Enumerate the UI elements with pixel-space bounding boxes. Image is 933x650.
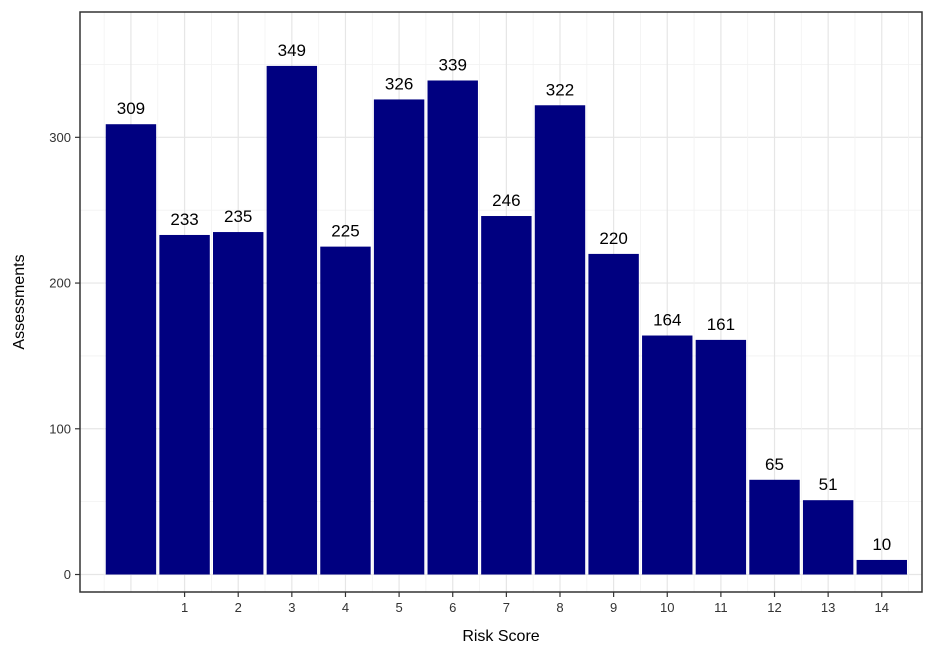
x-tick-label: 9 (610, 600, 617, 615)
data-label-12: 65 (765, 455, 784, 474)
bar-7 (481, 216, 532, 575)
data-label-14: 10 (872, 535, 891, 554)
bar-10 (642, 335, 693, 575)
panel-border (79, 11, 923, 593)
data-label-1: 233 (170, 210, 198, 229)
data-label-4: 225 (331, 222, 359, 241)
data-label-13: 51 (819, 475, 838, 494)
y-tick-label: 200 (49, 276, 71, 291)
y-axis-title: Assessments (11, 254, 28, 349)
data-label-10: 164 (653, 311, 681, 330)
bar-14 (856, 559, 907, 575)
bars (105, 65, 907, 575)
bar-8 (534, 105, 586, 575)
bar-11 (695, 339, 747, 575)
data-label-0: 309 (117, 99, 145, 118)
x-axis-title: Risk Score (462, 628, 539, 645)
bar-12 (749, 479, 800, 575)
x-tick-label: 8 (556, 600, 563, 615)
data-label-11: 161 (707, 315, 735, 334)
y-tick-label: 300 (49, 130, 71, 145)
bar-2 (213, 232, 264, 575)
x-tick-label: 14 (875, 600, 889, 615)
data-label-3: 349 (278, 41, 306, 60)
x-tick-label: 5 (395, 600, 402, 615)
x-tick-label: 7 (503, 600, 510, 615)
x-tick-label: 11 (714, 600, 728, 615)
bar-9 (588, 253, 639, 575)
x-tick-label: 1 (181, 600, 188, 615)
data-label-9: 220 (599, 229, 627, 248)
x-tick-label: 2 (235, 600, 242, 615)
x-tick-label: 4 (342, 600, 349, 615)
bar-6 (427, 80, 478, 575)
bar-13 (802, 500, 854, 575)
x-tick-label: 13 (821, 600, 835, 615)
data-label-7: 246 (492, 191, 520, 210)
data-label-6: 339 (439, 55, 467, 74)
data-label-2: 235 (224, 207, 252, 226)
bar-3 (266, 65, 318, 575)
data-labels: 309 233 235 349 225 326 339 246 322 220 164 161 65 51… (117, 41, 891, 554)
y-tick-label: 0 (64, 567, 71, 582)
bar-5 (373, 99, 425, 575)
y-tick-label: 100 (49, 421, 71, 436)
data-label-8: 322 (546, 80, 574, 99)
x-tick-label: 10 (660, 600, 674, 615)
bar-4 (320, 246, 371, 575)
data-label-5: 326 (385, 74, 413, 93)
bar-1 (159, 234, 210, 575)
bar-0 (105, 124, 157, 575)
x-tick-label: 12 (767, 600, 781, 615)
x-tick-label: 6 (449, 600, 456, 615)
x-tick-label: 3 (288, 600, 295, 615)
